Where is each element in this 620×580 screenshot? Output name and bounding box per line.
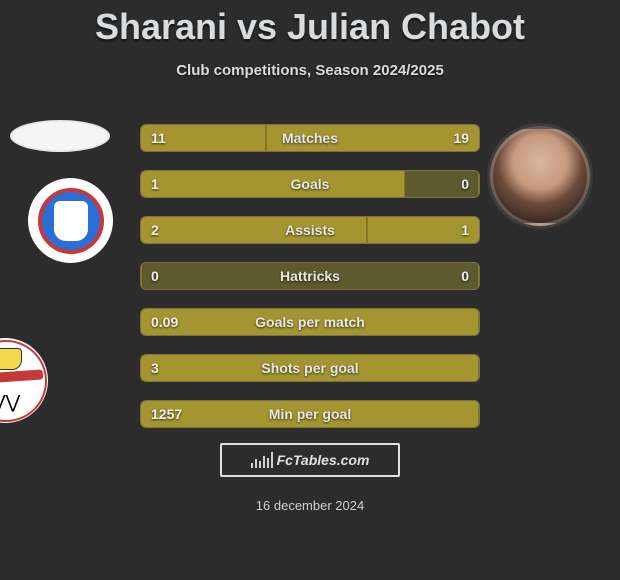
player-left-avatar	[10, 120, 110, 152]
player-right-avatar	[490, 126, 590, 226]
date-label: 16 december 2024	[0, 498, 620, 513]
stat-label: Goals	[141, 171, 479, 197]
stat-label: Matches	[141, 125, 479, 151]
stats-chart: 11 Matches 19 1 Goals 0 2 Assists 1 0 Ha…	[140, 124, 480, 446]
stat-row: 2 Assists 1	[140, 216, 480, 244]
stat-right-value: 0	[461, 263, 469, 289]
stat-row: 1257 Min per goal	[140, 400, 480, 428]
stat-row: 3 Shots per goal	[140, 354, 480, 382]
stat-row: 0.09 Goals per match	[140, 308, 480, 336]
stat-label: Shots per goal	[141, 355, 479, 381]
stat-label: Goals per match	[141, 309, 479, 335]
club-left-logo	[28, 178, 113, 263]
stat-row: 1 Goals 0	[140, 170, 480, 198]
stat-right-value: 0	[461, 171, 469, 197]
stat-right-value: 19	[453, 125, 469, 151]
stat-row: 0 Hattricks 0	[140, 262, 480, 290]
stat-label: Assists	[141, 217, 479, 243]
club-right-logo: ⋁⋁	[0, 338, 48, 423]
subtitle: Club competitions, Season 2024/2025	[0, 62, 620, 79]
site-logo: FcTables.com	[220, 443, 400, 477]
stat-label: Hattricks	[141, 263, 479, 289]
page-title: Sharani vs Julian Chabot	[0, 0, 620, 48]
logo-bars-icon	[251, 452, 273, 468]
stat-label: Min per goal	[141, 401, 479, 427]
stat-row: 11 Matches 19	[140, 124, 480, 152]
logo-text: FcTables.com	[277, 452, 370, 468]
stat-right-value: 1	[461, 217, 469, 243]
